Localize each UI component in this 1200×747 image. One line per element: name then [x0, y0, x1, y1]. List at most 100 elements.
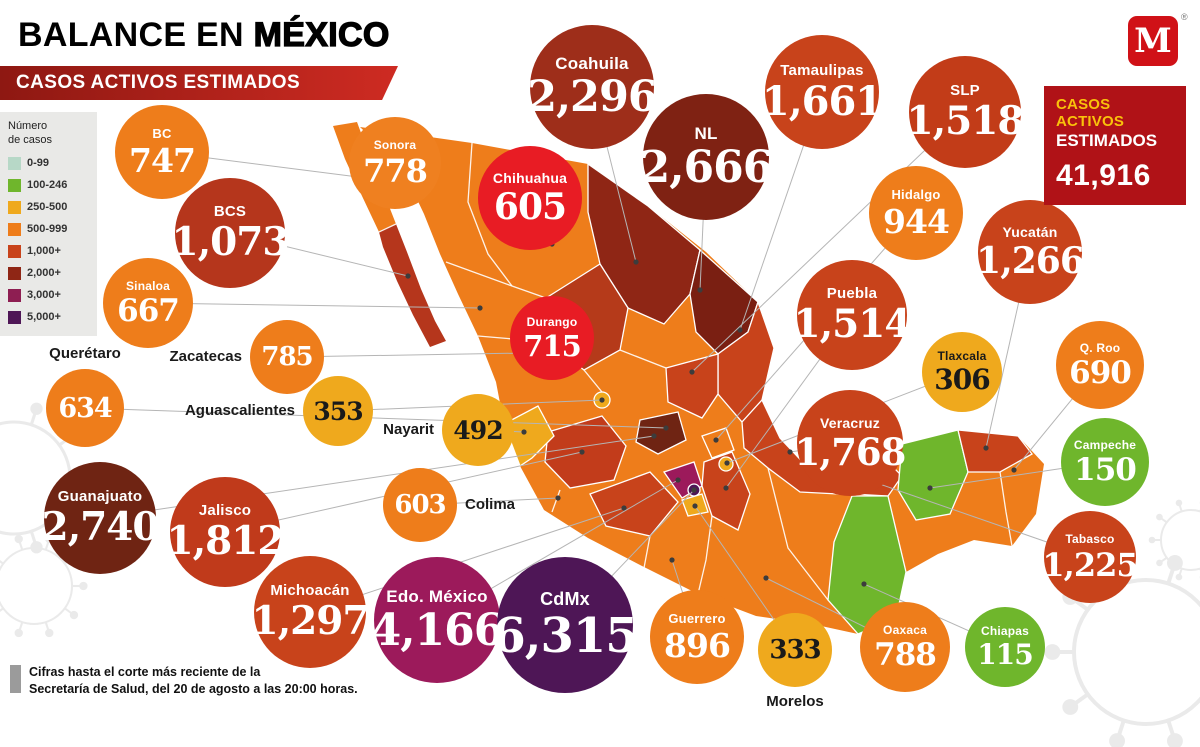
state-name-label: Michoacán [270, 582, 350, 599]
state-bubble-cdmx: CdMx 6,315 [492, 557, 639, 693]
legend-bin-label: 500-999 [27, 223, 68, 235]
connector-dot [689, 369, 695, 375]
map-region [957, 429, 1033, 473]
legend-bin-label: 100-246 [27, 179, 68, 191]
state-value: 690 [1069, 354, 1132, 391]
state-bubble-tabasco: Tabasco 1,225 [1042, 511, 1139, 603]
logo-letter: M [1134, 21, 1172, 61]
registered-mark: ® [1181, 12, 1188, 22]
state-bubble-q-roo: Q. Roo 690 [1056, 321, 1144, 409]
total-box-label-2: ESTIMADOS [1056, 131, 1158, 150]
connector-dot [669, 557, 675, 563]
state-border [619, 349, 667, 369]
state-name-label: Chiapas [980, 624, 1030, 638]
connector-dot [599, 397, 605, 403]
footnote-bullet [10, 665, 21, 693]
state-bubble-aguascalientes: 353 [303, 376, 373, 446]
state-value: 667 [117, 292, 180, 329]
state-name-label: Guerrero [668, 611, 726, 626]
connector-dot [521, 429, 527, 435]
state-name-label: Colima [465, 496, 516, 513]
state-border [445, 261, 513, 287]
legend-title-line2: de casos [8, 133, 53, 146]
state-border [697, 515, 713, 595]
state-bubble-nayarit: 492 [442, 394, 514, 466]
legend-row: 5,000+ [8, 310, 93, 324]
state-bubble-campeche: Campeche 150 [1061, 418, 1149, 506]
connector-dot [555, 495, 561, 501]
state-bubble-guanajuato: Guanajuato 2,740 [41, 462, 160, 574]
state-value: 150 [1074, 451, 1137, 488]
legend-swatch [8, 244, 21, 258]
legend-row: 500-999 [8, 222, 93, 236]
map-region [503, 405, 555, 467]
state-value: 333 [769, 635, 821, 665]
state-value: 2,740 [41, 504, 159, 550]
connector-dot [724, 460, 730, 466]
legend-row: 100-246 [8, 178, 93, 192]
map-region [701, 427, 735, 459]
state-name-label: Puebla [826, 285, 878, 302]
state-value: 1,225 [1042, 546, 1138, 584]
state-bubble-durango: Durango 715 [510, 296, 594, 380]
state-bubble-puebla: Puebla 1,514 [793, 260, 912, 370]
connector-dot [787, 449, 793, 455]
state-value: 1,768 [794, 429, 907, 474]
state-name-label: Veracruz [820, 414, 880, 431]
connector-dot [675, 477, 681, 483]
state-bubble-jalisco: Jalisco 1,812 [166, 477, 285, 587]
state-bubble-colima: 603 [383, 468, 457, 542]
title-part-2: MÉXICO [253, 15, 390, 54]
legend-row: 3,000+ [8, 288, 93, 302]
map-region [717, 299, 775, 423]
legend-title-line1: Número [8, 120, 48, 132]
legend-bin-label: 2,000+ [27, 267, 61, 279]
state-value: 2,296 [527, 72, 658, 122]
state-name-label: Edo. México [386, 586, 488, 606]
state-border [467, 142, 513, 287]
connector-dot [723, 485, 729, 491]
legend-rows: 0-99 100-246 250-500 500-999 1,000+ 2,000+ 3,0… [8, 156, 93, 324]
state-value: 1,297 [251, 598, 369, 644]
state-value: 634 [58, 392, 112, 424]
state-name-label: SLP [950, 82, 980, 99]
footnote-line1: Cifras hasta el corte más reciente de la [29, 665, 261, 679]
state-bubble-guerrero: Guerrero 896 [650, 590, 744, 684]
state-bubble-oaxaca: Oaxaca 788 [860, 602, 950, 692]
connector-dot [737, 327, 743, 333]
state-value: 1,514 [793, 301, 911, 347]
state-border [511, 285, 547, 299]
state-name-label: Morelos [766, 693, 824, 710]
state-name-label: Durango [526, 314, 578, 329]
state-value: 4,166 [370, 604, 505, 656]
connector-line [84, 407, 667, 429]
state-border [767, 467, 829, 601]
state-value: 1,073 [171, 219, 289, 265]
state-name-label: Sinaloa [125, 278, 171, 293]
virus-glyph [1148, 499, 1200, 581]
connector-dot [692, 503, 698, 509]
state-name-label: Tamaulipas [780, 61, 864, 79]
state-value: 747 [129, 141, 196, 180]
state-name-label: Yucatán [1002, 224, 1058, 240]
state-value: 778 [363, 152, 428, 190]
state-name-label: Oaxaca [883, 622, 927, 637]
connector-line [147, 302, 481, 309]
state-name-label: Aguascalientes [184, 402, 295, 419]
state-border [999, 471, 1013, 547]
footnote-text: Cifras hasta el corte más reciente de la… [29, 664, 358, 698]
legend-row: 2,000+ [8, 266, 93, 280]
state-value: 896 [664, 626, 731, 665]
connector-dot [579, 449, 585, 455]
state-name-label: Jalisco [198, 502, 252, 519]
state-border [583, 369, 603, 393]
legend-bin-label: 0-99 [27, 157, 50, 169]
state-name-label: Hidalgo [891, 187, 941, 202]
state-bubble-tlaxcala: Tlaxcala 306 [922, 332, 1002, 412]
total-value: 41,916 [1056, 159, 1151, 192]
state-value: 353 [313, 396, 363, 426]
state-value: 603 [394, 490, 446, 520]
state-bubble-veracruz: Veracruz 1,768 [794, 390, 907, 496]
state-value: 1,661 [761, 77, 883, 125]
